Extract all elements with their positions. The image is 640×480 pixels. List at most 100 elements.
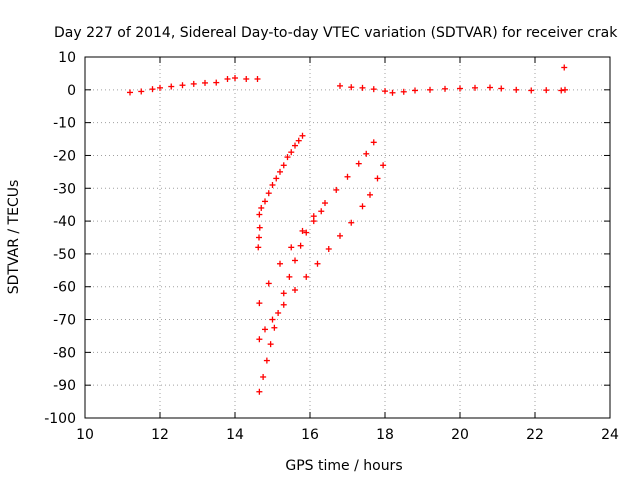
data-point [363, 150, 370, 157]
chart-title: Day 227 of 2014, Sidereal Day-to-day VTE… [54, 25, 618, 41]
data-point [262, 198, 268, 205]
data-point [543, 87, 550, 94]
data-point [337, 232, 343, 239]
data-point [297, 242, 304, 249]
x-tick-label: 12 [151, 427, 169, 443]
data-point [190, 80, 197, 87]
data-point [318, 208, 325, 215]
data-point [498, 85, 505, 92]
data-point [256, 388, 263, 395]
data-point [325, 245, 332, 252]
data-point [348, 219, 355, 226]
data-point [442, 85, 448, 92]
data-point [263, 357, 270, 364]
x-tick-label: 18 [376, 427, 394, 443]
data-point [288, 244, 295, 251]
data-point [260, 373, 267, 380]
data-point [243, 75, 250, 82]
x-tick-label: 16 [301, 427, 319, 443]
data-point [299, 227, 306, 234]
x-tick-label: 24 [601, 427, 619, 443]
data-point [256, 336, 263, 343]
data-point [558, 87, 565, 94]
data-point [333, 186, 340, 193]
data-point [370, 86, 377, 93]
data-point [224, 75, 231, 82]
data-point [255, 244, 262, 251]
data-point [472, 84, 478, 91]
y-axis: 10 0 -10 -20 -30 -40 -50 -60 -70 -80 -90 -100 [44, 50, 76, 427]
data-point [295, 137, 302, 144]
data-point [273, 175, 280, 182]
data-point [299, 132, 306, 139]
data-point [157, 84, 163, 91]
data-point [303, 229, 310, 236]
data-point [275, 309, 282, 316]
data-point [322, 200, 328, 207]
data-point [382, 88, 388, 95]
y-tick-label: 0 [67, 83, 76, 99]
data-point [256, 224, 263, 231]
data-point [457, 85, 463, 92]
data-point [359, 203, 366, 210]
plot-frame [84, 56, 611, 419]
y-tick-label: -90 [53, 378, 76, 394]
data-point [267, 341, 274, 348]
data-points [127, 64, 568, 395]
data-point [265, 280, 272, 287]
data-point [427, 86, 433, 93]
x-tick-label: 22 [526, 427, 544, 443]
data-point [310, 218, 317, 225]
data-point [262, 326, 268, 333]
data-point [269, 316, 276, 323]
data-point [380, 162, 387, 169]
y-tick-label: -20 [53, 148, 76, 164]
data-point [374, 175, 381, 182]
data-point [292, 257, 298, 264]
data-point [292, 287, 298, 294]
x-axis-label: GPS time / hours [285, 458, 402, 474]
data-point [213, 79, 220, 86]
data-point [562, 86, 568, 93]
axis-ticks [84, 56, 611, 419]
data-point [303, 273, 310, 280]
data-point [284, 154, 291, 161]
y-tick-label: -60 [53, 280, 76, 296]
data-point [271, 324, 278, 331]
data-point [138, 88, 145, 95]
x-axis: 10 12 14 16 18 20 22 24 [76, 427, 619, 443]
data-point [412, 87, 418, 94]
x-tick-label: 20 [451, 427, 469, 443]
y-axis-label: SDTVAR / TECUs [6, 180, 22, 295]
y-tick-label: -80 [53, 345, 76, 361]
data-point [528, 87, 535, 94]
data-point [288, 149, 295, 156]
data-point [400, 88, 407, 95]
y-tick-label: 10 [58, 50, 76, 66]
data-point [254, 75, 261, 82]
data-point [280, 162, 287, 169]
x-tick-label: 10 [76, 427, 94, 443]
data-point [256, 234, 262, 241]
data-point [269, 181, 276, 188]
data-point [168, 83, 175, 90]
data-point [179, 82, 186, 89]
data-point [286, 273, 293, 280]
data-point [280, 301, 287, 308]
data-point [256, 211, 263, 218]
data-point [256, 300, 263, 307]
y-tick-label: -40 [53, 214, 76, 230]
data-point [280, 290, 287, 297]
data-point [149, 86, 156, 93]
data-point [367, 191, 373, 198]
y-tick-label: -70 [53, 313, 76, 329]
data-point [127, 89, 133, 96]
data-point [314, 260, 321, 267]
data-point [370, 139, 377, 146]
data-point [513, 86, 520, 93]
y-tick-label: -10 [53, 116, 76, 132]
data-point [359, 84, 366, 91]
data-point [292, 142, 298, 149]
data-point [337, 82, 343, 89]
